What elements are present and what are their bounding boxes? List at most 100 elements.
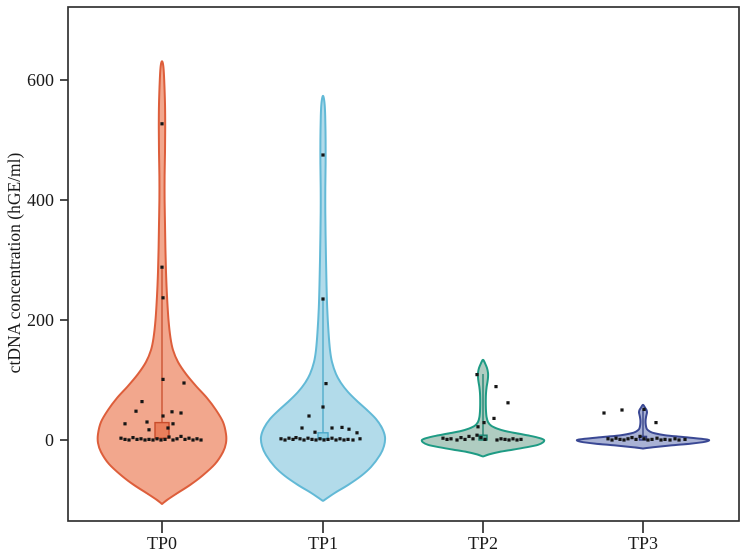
data-point [167, 435, 171, 439]
violin-group-tp3 [575, 403, 711, 450]
y-tick-label: 600 [27, 70, 54, 90]
data-point [283, 438, 287, 442]
data-point [195, 437, 199, 441]
data-point [287, 436, 291, 440]
data-point [476, 425, 480, 429]
data-point [161, 377, 165, 381]
data-point [677, 438, 681, 442]
data-point [313, 430, 317, 434]
data-point [170, 410, 174, 414]
data-point [145, 420, 149, 424]
data-point [342, 438, 346, 442]
data-point [302, 438, 306, 442]
data-point [475, 433, 479, 437]
data-point [322, 438, 326, 442]
data-point [324, 382, 328, 386]
data-point [334, 438, 338, 442]
data-point [642, 437, 646, 441]
data-point [171, 422, 175, 426]
data-point [483, 437, 487, 441]
data-point [127, 438, 131, 442]
data-point [606, 437, 610, 441]
data-point [294, 436, 298, 440]
data-point [161, 414, 165, 418]
data-point [683, 437, 687, 441]
data-point [602, 411, 606, 415]
data-point [673, 437, 677, 441]
data-point [166, 426, 170, 430]
data-point [663, 437, 667, 441]
data-point [321, 297, 325, 301]
data-point [506, 401, 510, 405]
data-point [475, 373, 479, 377]
data-point [310, 437, 314, 441]
data-point [614, 436, 618, 440]
scatter-tp2 [441, 373, 523, 442]
data-point [171, 438, 175, 442]
data-point [143, 438, 147, 442]
data-point [187, 436, 191, 440]
data-point [321, 405, 325, 409]
data-point [175, 437, 179, 441]
data-point [507, 438, 511, 442]
data-point [471, 437, 475, 441]
data-point [123, 437, 127, 441]
data-point [626, 437, 630, 441]
plot-frame [67, 6, 740, 522]
data-point [279, 437, 283, 441]
y-axis-title: ctDNA concentration (hGE/ml) [4, 153, 24, 374]
data-point [646, 438, 650, 442]
data-point [139, 437, 143, 441]
data-point [147, 428, 151, 432]
data-point [618, 437, 622, 441]
x-tick-label-tp3: TP3 [628, 533, 658, 553]
data-point [463, 437, 467, 441]
data-point [492, 416, 496, 420]
data-point [358, 437, 362, 441]
data-point [183, 437, 187, 441]
data-point [330, 436, 334, 440]
violin-group-tp2 [420, 358, 546, 458]
data-point [155, 437, 159, 441]
data-point [338, 437, 342, 441]
data-point [340, 425, 344, 429]
data-point [298, 437, 302, 441]
data-point [147, 437, 151, 441]
data-point [655, 436, 659, 440]
data-point [511, 437, 515, 441]
data-point [160, 265, 164, 269]
x-tick-label-tp1: TP1 [308, 533, 338, 553]
data-point [654, 421, 658, 425]
data-point [134, 409, 138, 413]
data-point [449, 437, 453, 441]
data-point [347, 427, 351, 431]
data-point [459, 436, 463, 440]
data-point [503, 437, 507, 441]
data-point [131, 436, 135, 440]
data-point [161, 296, 165, 300]
data-point [455, 438, 459, 442]
data-point [610, 438, 614, 442]
data-point [482, 421, 486, 425]
data-point [159, 438, 163, 442]
scatter-tp3 [602, 407, 687, 442]
plot-area: 0 200 400 600 TP0 TP1 TP2 TP3 [27, 60, 711, 553]
x-tick-label-tp0: TP0 [147, 533, 177, 553]
y-tick-label: 0 [45, 430, 54, 450]
data-point [441, 436, 445, 440]
data-point [659, 438, 663, 442]
data-point [140, 400, 144, 404]
y-tick-label: 400 [27, 190, 54, 210]
data-point [355, 431, 359, 435]
data-point [330, 426, 334, 430]
data-point [622, 438, 626, 442]
data-point [668, 438, 672, 442]
data-point [499, 437, 503, 441]
scatter-tp1 [279, 153, 362, 442]
data-point [495, 438, 499, 442]
data-point [182, 381, 186, 385]
data-point [318, 437, 322, 441]
data-point [326, 437, 330, 441]
data-point [306, 436, 310, 440]
